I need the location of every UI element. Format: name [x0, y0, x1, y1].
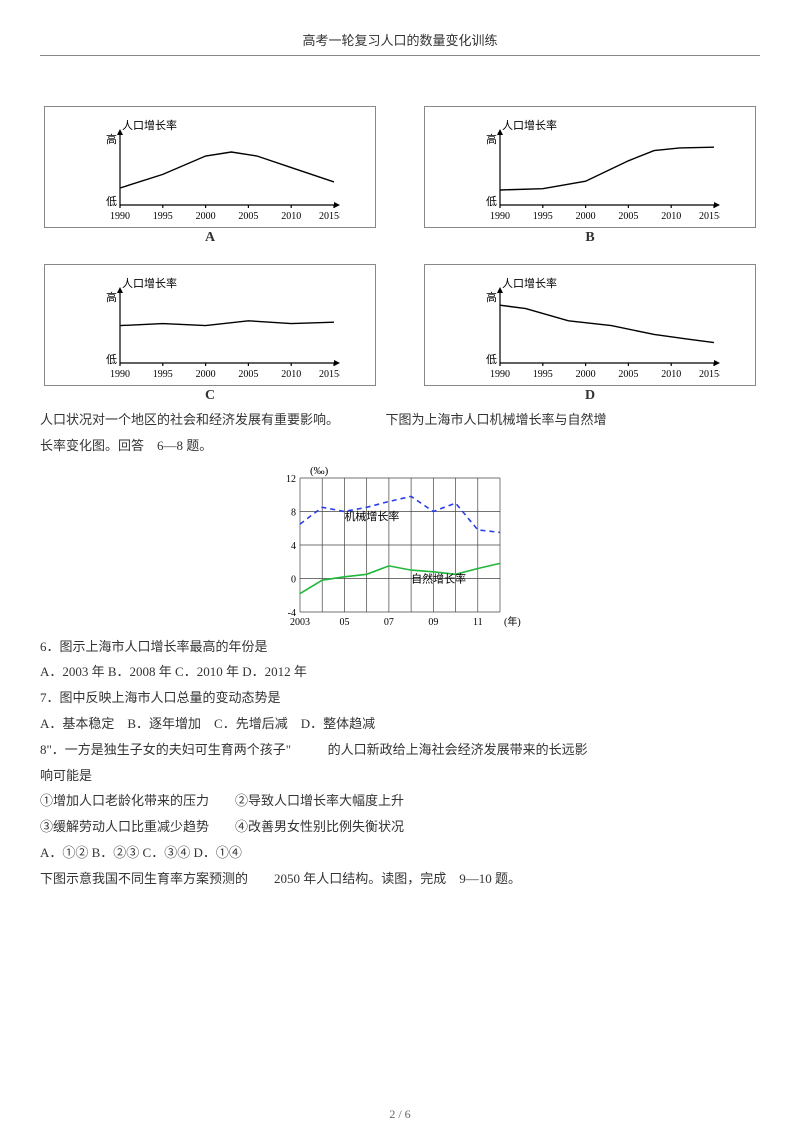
svg-text:4: 4 — [291, 541, 296, 552]
next-intro: 下图示意我国不同生育率方案预测的 2050 年人口结构。读图，完成 9—10 题… — [40, 869, 760, 890]
svg-text:1995: 1995 — [153, 211, 173, 222]
q8-b: 的人口新政给上海社会经济发展带来的长远影 — [328, 742, 588, 757]
svg-text:低: 低 — [486, 195, 497, 208]
q7-opts: A．基本稳定 B．逐年增加 C．先增后减 D．整体趋减 — [40, 714, 760, 735]
svg-text:2005: 2005 — [238, 211, 258, 222]
svg-text:2005: 2005 — [618, 369, 638, 380]
svg-text:人口增长率: 人口增长率 — [122, 118, 177, 132]
svg-text:人口增长率: 人口增长率 — [502, 276, 557, 290]
chart-C: 人口增长率高低 1990 1995 2000 2005 2010 2015年 C — [40, 264, 380, 404]
page-header: 高考一轮复习人口的数量变化训练 — [40, 30, 760, 56]
svg-text:2010: 2010 — [281, 211, 301, 222]
svg-text:2010: 2010 — [661, 369, 681, 380]
intro-line-2: 长率变化图。回答 6—8 题。 — [40, 436, 760, 457]
svg-text:09: 09 — [428, 617, 438, 628]
q8-opts: A．①② B．②③ C．③④ D．①④ — [40, 843, 760, 864]
svg-text:低: 低 — [486, 353, 497, 366]
q8-a: 8"．一方是独生子女的夫妇可生育两个孩子" — [40, 742, 291, 757]
svg-text:1990: 1990 — [110, 369, 130, 380]
svg-text:2000: 2000 — [196, 369, 216, 380]
q8-c2: ③缓解劳动人口比重减少趋势 ④改善男女性别比例失衡状况 — [40, 817, 760, 838]
chart-A: 人口增长率高低 1990 1995 2000 2005 2010 2015年 A — [40, 106, 380, 246]
svg-text:2015年: 2015年 — [319, 209, 340, 222]
chart-B: 人口增长率高低 1990 1995 2000 2005 2010 2015年 B — [420, 106, 760, 246]
svg-text:2015年: 2015年 — [319, 367, 340, 380]
label-A: A — [40, 230, 380, 246]
svg-text:高: 高 — [486, 132, 497, 146]
svg-text:1990: 1990 — [490, 369, 510, 380]
svg-text:低: 低 — [106, 353, 117, 366]
q6-opts: A．2003 年 B．2008 年 C．2010 年 D．2012 年 — [40, 662, 760, 683]
svg-text:2010: 2010 — [661, 211, 681, 222]
svg-text:人口增长率: 人口增长率 — [502, 118, 557, 132]
svg-text:2015年: 2015年 — [699, 367, 720, 380]
svg-text:12: 12 — [286, 474, 296, 485]
q8-stem: 8"．一方是独生子女的夫妇可生育两个孩子" 的人口新政给上海社会经济发展带来的长… — [40, 740, 760, 761]
svg-text:2010: 2010 — [281, 369, 301, 380]
svg-text:1995: 1995 — [533, 369, 553, 380]
svg-text:2000: 2000 — [576, 211, 596, 222]
svg-text:人口增长率: 人口增长率 — [122, 276, 177, 290]
label-B: B — [420, 230, 760, 246]
svg-text:2003: 2003 — [290, 617, 310, 628]
svg-text:05: 05 — [339, 617, 349, 628]
intro-1b: 下图为上海市人口机械增长率与自然增 — [386, 412, 607, 427]
intro-line-1: 人口状况对一个地区的社会和经济发展有重要影响。 下图为上海市人口机械增长率与自然… — [40, 410, 760, 431]
svg-text:(年): (年) — [504, 615, 521, 628]
svg-text:1990: 1990 — [110, 211, 130, 222]
svg-text:低: 低 — [106, 195, 117, 208]
shanghai-chart: -404812(‰)200305070911(年)机械增长率自然增长率 — [40, 462, 760, 632]
svg-text:高: 高 — [106, 132, 117, 146]
svg-text:高: 高 — [486, 290, 497, 304]
q7-stem: 7．图中反映上海市人口总量的变动态势是 — [40, 688, 760, 709]
svg-text:高: 高 — [106, 290, 117, 304]
svg-text:1995: 1995 — [533, 211, 553, 222]
svg-text:2015年: 2015年 — [699, 209, 720, 222]
svg-text:2000: 2000 — [196, 211, 216, 222]
svg-text:自然增长率: 自然增长率 — [411, 571, 466, 585]
label-D: D — [420, 388, 760, 404]
svg-text:机械增长率: 机械增长率 — [344, 508, 399, 522]
svg-text:1995: 1995 — [153, 369, 173, 380]
option-charts: 人口增长率高低199019952000200520102015年 A 人口增长率… — [40, 106, 760, 404]
svg-text:11: 11 — [473, 617, 483, 628]
q8-c: 响可能是 — [40, 766, 760, 787]
page-footer: 2 / 6 — [0, 1107, 800, 1122]
q8-c1: ①增加人口老龄化带来的压力 ②导致人口增长率大幅度上升 — [40, 791, 760, 812]
svg-text:(‰): (‰) — [310, 465, 329, 477]
svg-text:2005: 2005 — [618, 211, 638, 222]
svg-text:2005: 2005 — [238, 369, 258, 380]
label-C: C — [40, 388, 380, 404]
svg-text:1990: 1990 — [490, 211, 510, 222]
svg-text:07: 07 — [384, 617, 394, 628]
svg-text:8: 8 — [291, 507, 296, 518]
chart-D: 人口增长率高低 1990 1995 2000 2005 2010 2015年 D — [420, 264, 760, 404]
svg-text:2000: 2000 — [576, 369, 596, 380]
svg-text:0: 0 — [291, 574, 296, 585]
q6-stem: 6．图示上海市人口增长率最高的年份是 — [40, 637, 760, 658]
intro-1a: 人口状况对一个地区的社会和经济发展有重要影响。 — [40, 412, 339, 427]
